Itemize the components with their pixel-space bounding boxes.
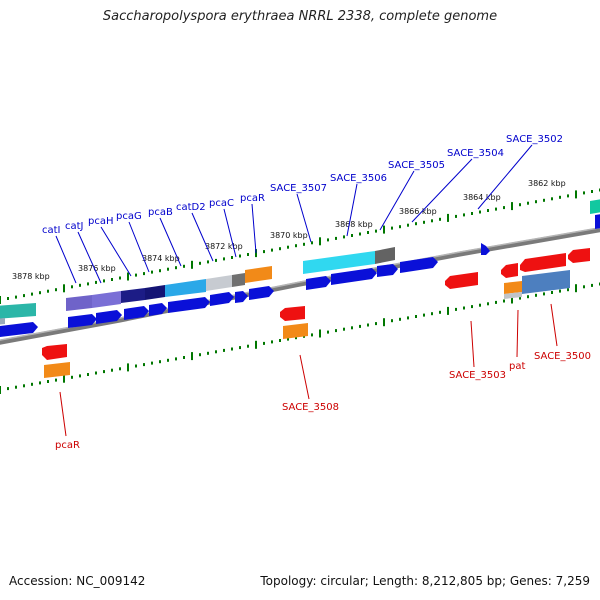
kbp-label: 3874 kbp [142, 254, 180, 263]
gene-label: SACE_3502 [506, 134, 563, 145]
label-connector [100, 226, 132, 277]
forward-arrow [306, 276, 331, 290]
reverse-arrow [568, 248, 590, 263]
reverse-arrow [445, 272, 478, 289]
label-connector [470, 320, 475, 368]
reverse-arrow [42, 344, 67, 360]
gene-block [66, 295, 92, 311]
gene-label: SACE_3508 [282, 402, 339, 413]
label-connector [516, 309, 519, 358]
gene-label: pcaR [55, 440, 80, 451]
label-connector [477, 144, 533, 210]
forward-arrow [96, 310, 122, 324]
reverse-arrow [501, 263, 518, 278]
forward-arrow [235, 291, 248, 303]
reverse-genes [42, 248, 590, 378]
kbp-labels: 3878 kbp 3876 kbp 3874 kbp 3872 kbp 3870… [12, 179, 566, 281]
reverse-gene-labels: pcaR SACE_3508 SACE_3503 pat SACE_3500 [55, 351, 591, 451]
gene-block [165, 279, 206, 297]
label-connector [55, 235, 77, 284]
gene-label: SACE_3504 [447, 148, 504, 159]
gene-block [0, 318, 5, 325]
gene-label: pcaH [88, 216, 114, 227]
forward-arrow [124, 306, 149, 320]
gene-label: SACE_3506 [330, 173, 387, 184]
gene-label: SACE_3503 [449, 370, 506, 381]
forward-arrow [400, 257, 438, 273]
gene-label: pcaR [240, 193, 265, 204]
upper-tick-row [0, 188, 600, 304]
gene-block [522, 270, 570, 294]
label-connector [346, 183, 358, 237]
gene-block [283, 323, 308, 339]
kbp-label: 3878 kbp [12, 272, 50, 281]
gene-label: pcaC [209, 198, 234, 209]
reverse-arrow [520, 253, 566, 272]
label-connector [550, 303, 558, 347]
forward-arrows [0, 214, 600, 337]
reverse-label-lines [59, 303, 558, 437]
gene-block [0, 303, 36, 319]
accession: Accession: NC_009142 [9, 574, 146, 588]
gene-block [375, 247, 395, 264]
map-title: Saccharopolyspora erythraea NRRL 2338, c… [102, 9, 498, 24]
forward-arrow [595, 214, 600, 229]
kbp-label: 3870 kbp [270, 231, 308, 240]
label-connector [379, 170, 415, 231]
gene-block [121, 288, 145, 303]
kbp-label: 3864 kbp [463, 193, 501, 202]
forward-arrow [377, 264, 398, 277]
gene-block [145, 285, 165, 300]
label-connector [223, 208, 237, 258]
gene-label: pcaG [116, 211, 142, 222]
label-connector [191, 212, 214, 262]
kbp-label: 3866 kbp [399, 207, 437, 216]
forward-arrow [168, 297, 210, 313]
label-connector [128, 221, 150, 273]
label-connector [299, 354, 310, 400]
gene-label: pat [509, 361, 525, 372]
gene-label: catD2 [176, 202, 206, 213]
forward-label-lines [55, 144, 533, 284]
gene-block [44, 362, 70, 378]
label-connector [296, 193, 312, 243]
forward-gene-labels: catI catJ pcaH pcaG pcaB catD2 pcaC pcaR… [42, 134, 563, 236]
gene-label: SACE_3507 [270, 183, 327, 194]
label-connector [251, 203, 257, 254]
gene-block [232, 273, 245, 287]
kbp-label: 3862 kbp [528, 179, 566, 188]
label-connector [411, 158, 473, 223]
forward-arrow [331, 268, 377, 285]
forward-arrow [149, 303, 167, 316]
gene-label: pcaB [148, 207, 173, 218]
gene-block [245, 266, 272, 283]
forward-gene-blocks [0, 199, 600, 325]
forward-arrow [481, 243, 490, 255]
genome-summary: Topology: circular; Length: 8,212,805 bp… [260, 574, 590, 588]
gene-label: SACE_3505 [388, 160, 445, 171]
gene-block [206, 275, 232, 291]
gene-block [590, 199, 600, 214]
forward-arrow [210, 292, 234, 306]
forward-arrow [68, 314, 97, 328]
kbp-label: 3872 kbp [205, 242, 243, 251]
forward-arrow [0, 322, 38, 337]
label-connector [77, 231, 102, 284]
gene-label: catJ [65, 221, 84, 232]
gene-label: catI [42, 225, 61, 236]
gene-block [504, 292, 522, 299]
kbp-label: 3876 kbp [78, 264, 116, 273]
label-connector [59, 391, 67, 437]
gene-block [504, 281, 522, 294]
gene-label: SACE_3500 [534, 351, 591, 362]
reverse-arrow [280, 306, 305, 321]
gene-block [303, 251, 375, 274]
kbp-label: 3868 kbp [335, 220, 373, 229]
forward-arrow [249, 286, 274, 300]
backbone [0, 227, 600, 345]
gene-block [92, 291, 121, 308]
label-connector [159, 217, 182, 267]
